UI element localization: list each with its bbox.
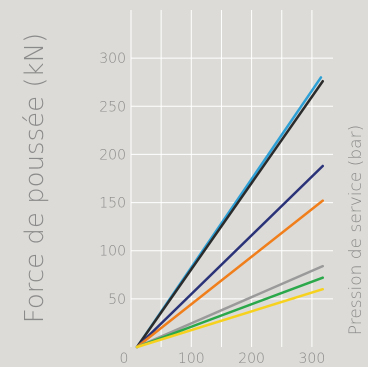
series-layer bbox=[135, 76, 324, 349]
series-line-6 bbox=[135, 276, 324, 349]
series-line-4 bbox=[135, 199, 324, 349]
y-tick-label: 150 bbox=[99, 196, 126, 212]
tick-labels: 50 100 150 200 250 300 0 100 200 300 bbox=[99, 51, 325, 367]
x-tick-label: 100 bbox=[178, 351, 205, 367]
y-tick-label: 100 bbox=[99, 244, 126, 260]
series-line-2 bbox=[135, 80, 324, 349]
x-axis-title: Pression de service (bar) bbox=[346, 125, 366, 335]
x-tick-label: 300 bbox=[299, 351, 326, 367]
y-tick-label: 200 bbox=[99, 147, 126, 163]
y-tick-label: 50 bbox=[108, 292, 126, 308]
y-axis-title: Force de poussée (kN) bbox=[20, 33, 50, 323]
y-tick-label: 300 bbox=[99, 51, 126, 67]
series-line-5 bbox=[135, 264, 324, 349]
x-tick-label: 200 bbox=[238, 351, 265, 367]
series-line-7 bbox=[135, 287, 324, 349]
x-tick-label: 0 bbox=[120, 351, 129, 367]
y-tick-label: 250 bbox=[99, 99, 126, 115]
series-line-3 bbox=[135, 164, 324, 349]
